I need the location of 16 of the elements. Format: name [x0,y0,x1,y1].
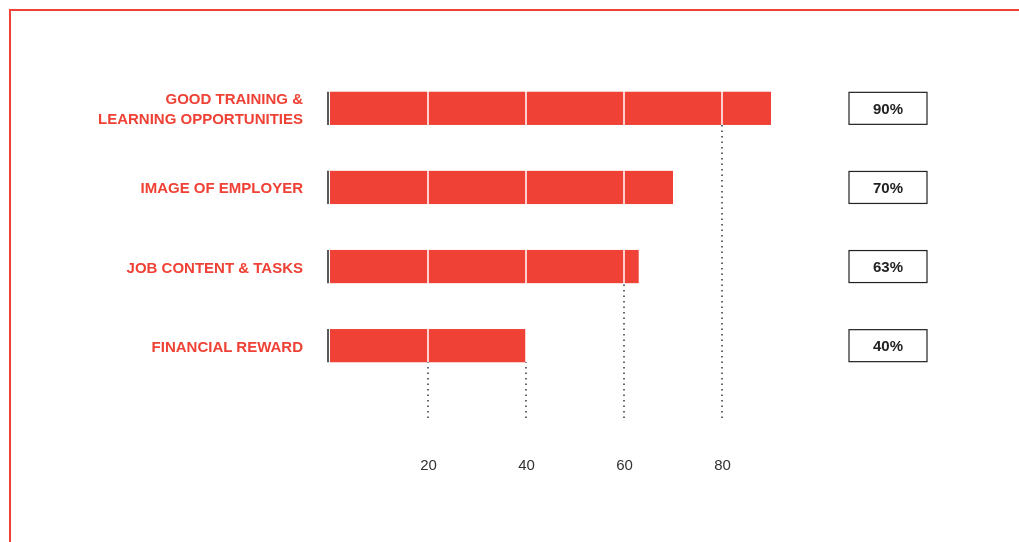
data-label: 90% [872,99,904,117]
x-tick-label: 60 [616,455,633,473]
data-label: 70% [872,178,904,196]
y-tick-label: IMAGE OF EMPLOYER [140,178,304,196]
bar [330,329,526,363]
x-tick-label: 20 [420,455,437,473]
x-tick-label: 40 [518,455,535,473]
bar [330,249,639,284]
data-label: 63% [872,258,904,276]
y-tick-label: FINANCIAL REWARD [151,337,304,355]
bar [330,170,673,205]
data-label: 40% [872,337,904,355]
bar [330,91,771,125]
x-tick-label: 80 [714,455,731,473]
y-tick-label: JOB CONTENT & TASKS [126,258,303,276]
y-tick-label: GOOD TRAINING & LEARNING OPPORTUNITIES [97,89,304,127]
